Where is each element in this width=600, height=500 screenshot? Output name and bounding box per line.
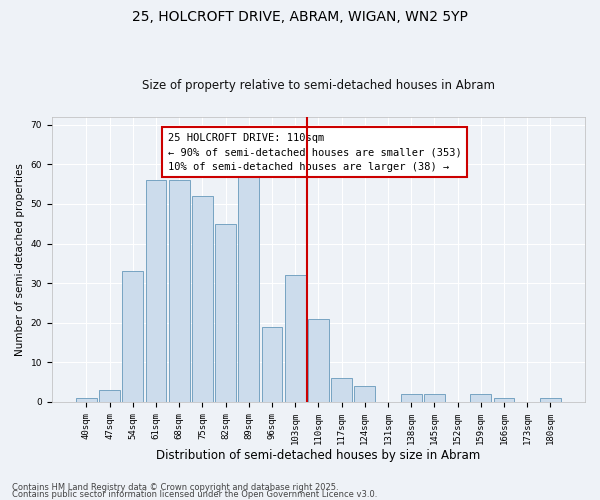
Text: Contains HM Land Registry data © Crown copyright and database right 2025.: Contains HM Land Registry data © Crown c… [12,484,338,492]
Text: 25 HOLCROFT DRIVE: 110sqm
← 90% of semi-detached houses are smaller (353)
10% of: 25 HOLCROFT DRIVE: 110sqm ← 90% of semi-… [167,132,461,172]
Bar [192,196,213,402]
Bar [308,319,329,402]
Bar [424,394,445,402]
Bar [494,398,514,402]
Y-axis label: Number of semi-detached properties: Number of semi-detached properties [15,163,25,356]
Bar [238,176,259,402]
Bar [540,398,561,402]
Title: Size of property relative to semi-detached houses in Abram: Size of property relative to semi-detach… [142,79,495,92]
Bar [146,180,166,402]
Bar [355,386,375,402]
Bar [169,180,190,402]
Text: 25, HOLCROFT DRIVE, ABRAM, WIGAN, WN2 5YP: 25, HOLCROFT DRIVE, ABRAM, WIGAN, WN2 5Y… [132,10,468,24]
Bar [76,398,97,402]
Bar [262,326,283,402]
Bar [401,394,422,402]
X-axis label: Distribution of semi-detached houses by size in Abram: Distribution of semi-detached houses by … [156,450,481,462]
Bar [215,224,236,402]
Bar [470,394,491,402]
Bar [285,275,305,402]
Bar [122,272,143,402]
Text: Contains public sector information licensed under the Open Government Licence v3: Contains public sector information licen… [12,490,377,499]
Bar [99,390,120,402]
Bar [331,378,352,402]
